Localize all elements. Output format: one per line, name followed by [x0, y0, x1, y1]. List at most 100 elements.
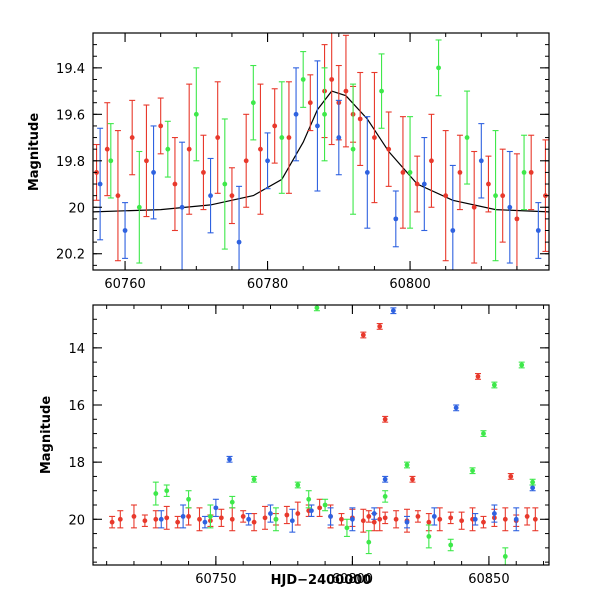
data-point — [307, 74, 314, 132]
data-point — [308, 504, 315, 517]
data-point — [143, 104, 150, 218]
top-y-axis-label: Magnitude — [27, 113, 42, 192]
data-point — [414, 155, 421, 213]
data-point — [390, 307, 397, 315]
y-tick-label: 19.8 — [56, 155, 85, 170]
data-point — [393, 510, 400, 529]
data-point — [245, 513, 252, 526]
data-point — [200, 134, 207, 211]
data-point — [521, 134, 528, 211]
bottom-x-axis-label: HJD−2400000 — [271, 573, 372, 588]
data-point — [117, 510, 124, 529]
data-point — [491, 381, 498, 389]
data-point — [529, 484, 536, 492]
data-point — [449, 164, 456, 270]
data-point — [328, 33, 335, 146]
data-point — [502, 507, 509, 532]
y-tick-label: 19.4 — [56, 62, 85, 77]
data-point — [524, 507, 531, 526]
data-point — [104, 102, 111, 197]
data-point — [109, 515, 116, 529]
data-point — [471, 150, 478, 264]
data-point — [404, 461, 411, 469]
data-point — [313, 305, 320, 312]
data-point — [342, 34, 349, 148]
data-point — [229, 507, 236, 532]
data-point — [207, 504, 214, 529]
data-point — [314, 60, 321, 192]
data-point — [185, 507, 192, 526]
data-point — [171, 137, 178, 232]
data-point — [350, 83, 357, 215]
data-point — [193, 67, 200, 162]
data-point — [305, 490, 312, 509]
data-point — [152, 510, 159, 529]
top-frame — [92, 32, 550, 271]
data-point — [349, 507, 356, 532]
data-point — [435, 39, 442, 97]
y-tick-label: 20.2 — [56, 248, 85, 263]
data-point — [272, 507, 279, 532]
data-point — [185, 490, 192, 509]
data-point — [338, 513, 345, 526]
data-point — [535, 202, 542, 259]
data-point — [293, 67, 300, 162]
data-point — [262, 505, 269, 530]
data-point — [207, 157, 214, 234]
data-point — [196, 507, 203, 532]
data-point — [382, 415, 389, 423]
data-point — [371, 71, 378, 204]
data-point — [376, 323, 383, 330]
data-point — [506, 150, 513, 264]
y-tick-label: 20 — [68, 513, 85, 528]
data-point — [294, 481, 301, 489]
y-tick-label: 14 — [68, 342, 85, 357]
data-point — [335, 99, 342, 176]
data-point — [404, 515, 411, 529]
data-point — [136, 150, 143, 264]
data-point — [421, 137, 428, 232]
model-curve — [93, 90, 549, 213]
data-point — [492, 130, 499, 262]
data-point — [407, 116, 414, 229]
top-axis-ticks: 60760 60780 60800 19.4 19.6 19.8 20 20.2 — [56, 32, 549, 292]
data-point — [436, 507, 443, 532]
y-tick-label: 19.6 — [56, 108, 85, 123]
data-point — [163, 484, 170, 497]
x-tick-label: 60750 — [195, 572, 236, 587]
data-point — [150, 125, 157, 220]
data-point — [518, 361, 525, 369]
data-point — [447, 538, 454, 552]
data-point — [257, 83, 264, 215]
data-point — [294, 501, 301, 526]
data-point — [179, 141, 186, 270]
data-point — [464, 90, 471, 185]
data-point — [157, 97, 164, 155]
data-point — [322, 498, 329, 512]
data-point — [431, 507, 438, 526]
data-point — [212, 498, 219, 517]
data-point — [218, 508, 225, 527]
data-point — [97, 127, 104, 241]
data-point — [532, 507, 539, 532]
data-point — [343, 518, 350, 537]
data-point — [228, 167, 235, 225]
y-tick-label: 20 — [68, 201, 85, 216]
data-point — [300, 51, 307, 108]
data-point — [285, 81, 292, 194]
data-point — [158, 510, 165, 529]
bottom-plot-area — [109, 305, 539, 565]
data-point — [283, 505, 290, 525]
data-point — [174, 515, 181, 529]
x-tick-label: 60850 — [468, 572, 509, 587]
y-tick-label: 16 — [68, 399, 85, 414]
data-point — [365, 530, 372, 555]
bottom-frame — [92, 304, 550, 566]
data-point — [382, 511, 389, 525]
data-point — [428, 113, 435, 208]
x-tick-label: 60760 — [104, 277, 145, 292]
data-point — [414, 510, 421, 523]
data-point — [472, 513, 479, 526]
data-point — [114, 130, 121, 262]
